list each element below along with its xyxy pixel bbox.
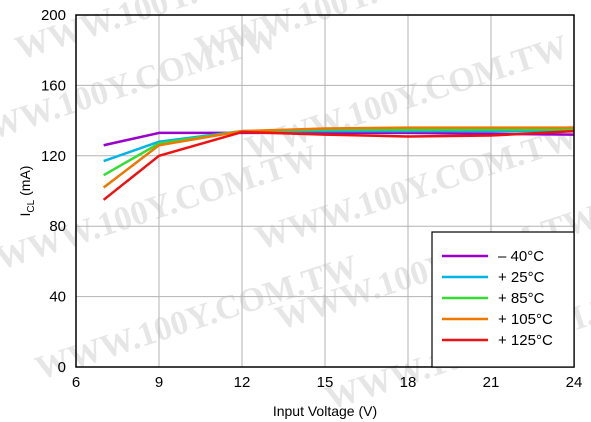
y-axis-title: ICL (mA) (17, 166, 37, 217)
plot-frame (75, 14, 575, 368)
series-lines (102, 126, 575, 201)
y-axis-title-sub: CL (26, 199, 37, 212)
series-line (102, 129, 575, 201)
x-tick-label: 18 (400, 374, 417, 391)
series-line (103, 129, 574, 163)
series-line (103, 131, 575, 147)
x-tick-label: 9 (155, 374, 163, 391)
series-line (102, 126, 574, 189)
legend-label: – 40°C (498, 248, 544, 265)
legend-box (431, 231, 575, 368)
tick-labels: 6 9 12 15 18 21 24 0 40 80 120 160 200 (41, 7, 582, 391)
legend-label: + 25°C (498, 269, 545, 286)
y-tick-label: 80 (49, 218, 66, 235)
x-axis-title: Input Voltage (V) (273, 403, 377, 419)
y-tick-label: 160 (41, 77, 66, 94)
y-tick-label: 200 (41, 7, 66, 24)
x-tick-label: 12 (234, 374, 251, 391)
x-tick-label: 24 (566, 374, 583, 391)
legend-label: + 105°C (498, 311, 553, 328)
legend-label: + 125°C (498, 332, 553, 349)
x-tick-label: 15 (317, 374, 334, 391)
y-tick-label: 120 (41, 148, 66, 165)
legend: – 40°C + 25°C + 85°C + 105°C + 125°C (431, 231, 575, 368)
y-axis-title-main: I (17, 213, 33, 217)
legend-label: + 85°C (498, 290, 545, 307)
x-tick-label: 6 (72, 374, 80, 391)
y-tick-label: 0 (58, 359, 66, 376)
y-tick-label: 40 (49, 289, 66, 306)
x-tick-label: 21 (483, 374, 500, 391)
y-axis-title-unit: (mA) (17, 166, 33, 200)
